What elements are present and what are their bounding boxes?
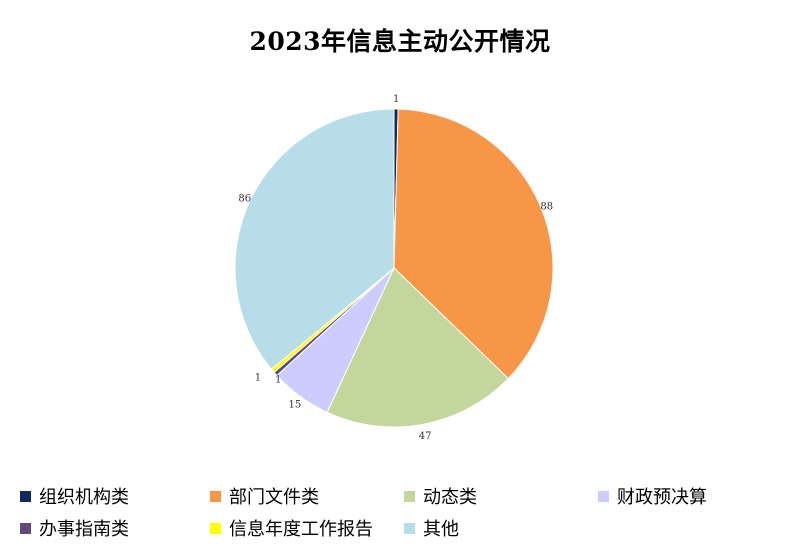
data-label-dept-docs: 88 — [540, 202, 553, 213]
legend-item-guide: 办事指南类 — [20, 517, 129, 540]
legend-item-org: 组织机构类 — [20, 485, 129, 508]
legend-label: 信息年度工作报告 — [229, 519, 373, 540]
legend-label: 组织机构类 — [39, 487, 129, 508]
data-label-guide: 1 — [275, 375, 281, 386]
chart-title: 2023年信息主动公开情况 — [249, 27, 551, 56]
slice-news — [326, 267, 509, 428]
legend-label: 财政预决算 — [617, 487, 707, 508]
legend-swatch — [404, 522, 415, 534]
legend-swatch — [20, 522, 31, 534]
legend-label: 部门文件类 — [229, 487, 319, 508]
data-label-finance: 15 — [289, 400, 302, 411]
legend-swatch — [20, 490, 31, 502]
legend-item-annual-report: 信息年度工作报告 — [210, 517, 373, 540]
data-label-other: 86 — [238, 194, 251, 205]
legend-label: 动态类 — [423, 487, 477, 508]
legend-swatch — [210, 522, 221, 534]
legend-item-dept-docs: 部门文件类 — [210, 485, 319, 508]
data-labels: 1 88 47 15 1 1 86 — [238, 94, 553, 442]
legend-swatch — [210, 490, 221, 502]
data-label-org: 1 — [393, 94, 399, 105]
legend-item-finance: 财政预决算 — [598, 485, 707, 508]
data-label-news: 47 — [419, 431, 432, 442]
slice-dept-docs — [393, 108, 554, 380]
legend-item-other: 其他 — [404, 517, 459, 540]
pie-slices — [234, 108, 554, 428]
data-label-annual-report: 1 — [255, 373, 261, 384]
legend-label: 办事指南类 — [39, 519, 129, 540]
slice-other — [234, 108, 395, 370]
legend-swatch — [404, 490, 415, 502]
legend-label: 其他 — [423, 519, 459, 540]
legend-item-news: 动态类 — [404, 485, 477, 508]
legend-swatch — [598, 490, 609, 502]
